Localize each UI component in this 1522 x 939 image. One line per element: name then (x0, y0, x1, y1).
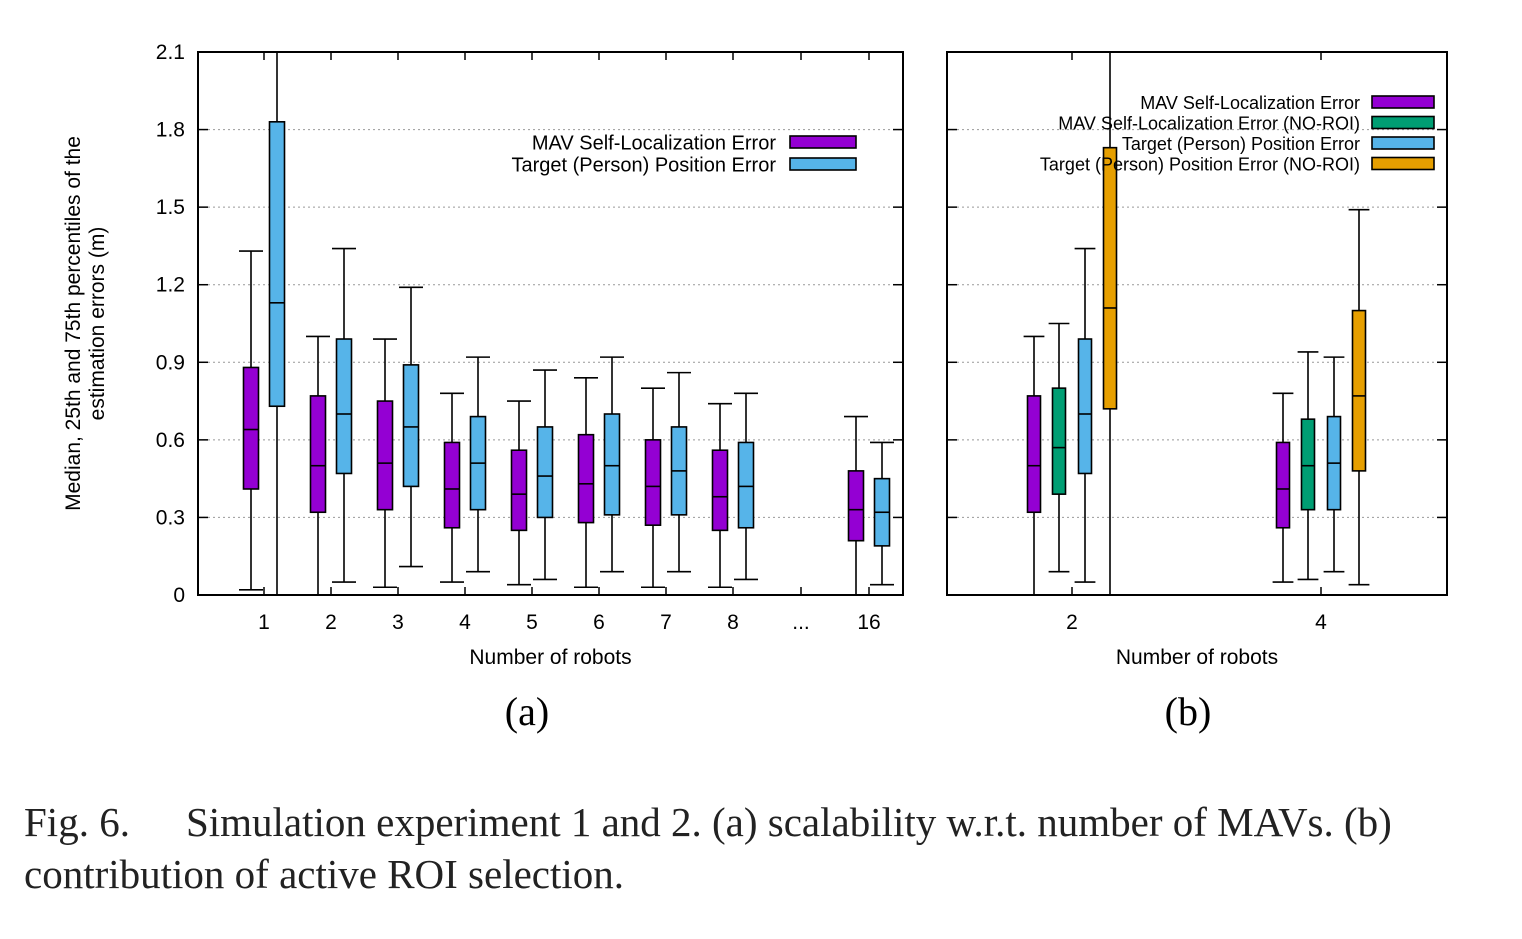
y-tick-label: 0.9 (156, 351, 185, 374)
x-tick-label: 3 (392, 611, 404, 634)
caption-number: Fig. 6. (24, 799, 130, 845)
y-tick-label: 1.2 (156, 274, 185, 297)
box-iqr (242, 366, 260, 490)
x-tick-label: 6 (593, 611, 605, 634)
y-axis-label-line: Median, 25th and 75th percentiles of the (62, 136, 85, 511)
box-iqr (1351, 309, 1367, 472)
y-axis-label: Median, 25th and 75th percentiles of the… (62, 136, 109, 511)
x-tick-label: 8 (727, 611, 739, 634)
box-iqr (711, 449, 729, 532)
box-iqr (309, 395, 327, 514)
legend-label: Target (Person) Position Error (1122, 134, 1360, 154)
figure-caption: Fig. 6. Simulation experiment 1 and 2. (a… (24, 796, 1504, 900)
legend-swatch (789, 135, 857, 149)
legend-swatch (1371, 136, 1435, 150)
x-tick-label: 2 (1066, 611, 1078, 634)
box-iqr (1275, 441, 1291, 529)
box-iqr (376, 400, 394, 511)
caption-text: Simulation experiment 1 and 2. (a) scala… (24, 799, 1392, 897)
legend-label: Target (Person) Position Error (NO-ROI) (1040, 154, 1360, 174)
box-iqr (644, 439, 662, 526)
y-tick-label: 1.5 (156, 196, 185, 219)
y-tick-label: 0 (173, 584, 185, 607)
box-iqr (577, 433, 595, 524)
plot-frame (197, 51, 904, 596)
legend-label: Target (Person) Position Error (511, 155, 776, 177)
plot-frame (946, 51, 1448, 596)
legend-label: MAV Self-Localization Error (532, 133, 777, 155)
x-tick-label: 7 (660, 611, 672, 634)
box-iqr (603, 413, 621, 516)
box-iqr (1077, 338, 1093, 475)
x-axis-label: Number of robots (469, 646, 631, 669)
box-iqr (536, 426, 554, 519)
box-iqr (510, 449, 528, 532)
box-iqr (737, 441, 755, 529)
legend-swatch (1371, 115, 1435, 130)
box-iqr (335, 338, 353, 475)
box-iqr (268, 121, 286, 408)
y-axis-label-line: estimation errors (m) (86, 227, 109, 421)
panel-label: (b) (1165, 689, 1212, 734)
legend-swatch (1371, 156, 1435, 171)
x-tick-label: 5 (526, 611, 538, 634)
box-iqr (402, 364, 420, 488)
y-tick-label: 1.8 (156, 119, 185, 142)
x-tick-label: 2 (325, 611, 337, 634)
y-tick-label: 0.6 (156, 429, 185, 452)
box-iqr (1102, 146, 1118, 410)
x-tick-label: 4 (459, 611, 471, 634)
panel-label: (a) (505, 689, 549, 734)
legend-label: MAV Self-Localization Error (NO-ROI) (1058, 113, 1360, 133)
legend-swatch (1371, 95, 1435, 109)
x-tick-label: 16 (857, 611, 880, 634)
box-iqr (847, 470, 865, 542)
x-tick-label: ... (792, 611, 810, 634)
box-iqr (1026, 395, 1042, 514)
legend-swatch (789, 157, 857, 171)
box-iqr (443, 441, 461, 529)
y-tick-label: 0.3 (156, 506, 185, 529)
box-iqr (1300, 418, 1316, 511)
chart-panel-a: 0 0.3 0.6 0.9 1.2 1.5 1.8 2.1 1 2 3 4 5 6 7 8... 16 MAV S… (62, 41, 904, 734)
x-tick-label: 4 (1315, 611, 1327, 634)
legend-label: MAV Self-Localization Error (1140, 93, 1360, 113)
x-tick-label: 1 (258, 611, 270, 634)
x-axis-label: Number of robots (1116, 646, 1278, 669)
y-tick-label: 2.1 (156, 41, 185, 64)
box-iqr (1051, 387, 1067, 495)
